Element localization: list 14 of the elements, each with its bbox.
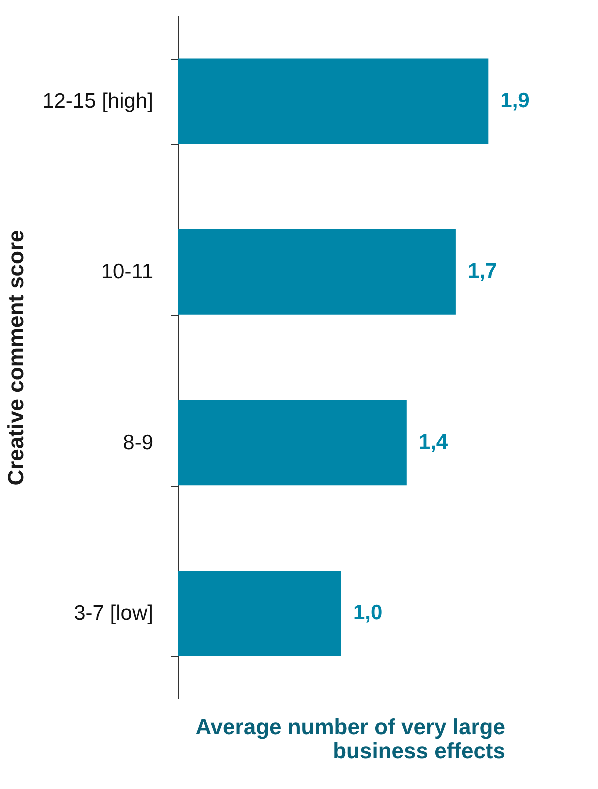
y-axis-title: Creative comment score: [4, 230, 29, 486]
bar: [178, 58, 489, 144]
data-label: 1,0: [354, 602, 383, 625]
y-tick-label: 3-7 [low]: [74, 602, 154, 626]
data-label: 1,7: [468, 260, 498, 284]
y-tick-label: 8-9: [123, 431, 154, 454]
bar: [178, 400, 407, 486]
bar: [178, 570, 342, 656]
data-label: 1,4: [418, 430, 448, 454]
x-axis-title: Average number of very large business effects: [196, 714, 506, 764]
y-tick-label: 12-15 [high]: [42, 90, 154, 113]
data-label: 1,9: [500, 89, 530, 112]
bar: [178, 229, 456, 315]
y-tick-label: 10-11: [101, 260, 154, 284]
